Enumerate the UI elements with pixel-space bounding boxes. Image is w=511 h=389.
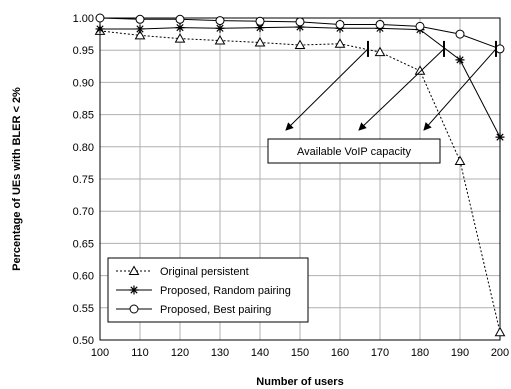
data-point bbox=[215, 23, 225, 33]
data-point bbox=[95, 13, 105, 23]
y-axis-ticks: 0.50 0.55 0.60 0.65 0.70 0.75 0.80 0.85 0.90 0.95… bbox=[73, 13, 94, 347]
data-point bbox=[455, 55, 465, 65]
data-point bbox=[95, 24, 105, 34]
data-point bbox=[295, 17, 305, 27]
y-tick-label: 0.70 bbox=[73, 206, 94, 218]
data-point bbox=[414, 65, 426, 75]
data-point bbox=[175, 23, 185, 33]
data-point bbox=[255, 16, 265, 26]
data-point bbox=[135, 14, 145, 24]
data-point bbox=[255, 23, 265, 33]
data-point bbox=[135, 24, 145, 34]
data-point bbox=[175, 14, 185, 24]
annotation-layer: Available VoIP capacity bbox=[267, 40, 497, 164]
y-tick-label: 0.85 bbox=[73, 110, 94, 122]
data-point bbox=[334, 38, 346, 48]
data-point bbox=[495, 132, 505, 142]
capacity-arrow bbox=[285, 48, 369, 131]
data-point bbox=[494, 326, 506, 337]
legend-item: Original persistent bbox=[116, 265, 249, 278]
y-tick-label: 0.60 bbox=[73, 271, 94, 283]
series-1 bbox=[94, 25, 506, 337]
x-tick-label: 200 bbox=[491, 347, 509, 359]
legend-swatch-marker bbox=[129, 304, 139, 314]
legend-swatch-marker bbox=[128, 265, 140, 275]
x-axis-label: Number of users bbox=[256, 376, 343, 388]
data-point bbox=[454, 155, 466, 165]
x-tick-label: 160 bbox=[331, 347, 349, 359]
capacity-arrow bbox=[423, 48, 497, 131]
legend-item: Proposed, Random pairing bbox=[116, 285, 291, 297]
series-3 bbox=[95, 13, 505, 54]
legend-label: Proposed, Best pairing bbox=[160, 304, 271, 316]
y-tick-label: 0.50 bbox=[73, 335, 94, 347]
y-axis-label: Percentage of UEs with BLER < 2% bbox=[11, 87, 23, 271]
data-point bbox=[254, 36, 266, 47]
y-tick-label: 0.80 bbox=[73, 142, 94, 154]
x-axis-ticks: 100 110 120 130 140 150 160 170 180 190 200 bbox=[91, 347, 509, 359]
x-tick-label: 180 bbox=[411, 347, 429, 359]
x-tick-label: 130 bbox=[211, 347, 229, 359]
data-point bbox=[294, 39, 306, 50]
y-tick-label: 1.00 bbox=[73, 13, 94, 25]
y-tick-label: 0.55 bbox=[73, 303, 94, 315]
y-tick-label: 0.90 bbox=[73, 77, 94, 89]
data-point bbox=[415, 21, 425, 31]
x-tick-label: 190 bbox=[451, 347, 469, 359]
data-point bbox=[374, 46, 386, 57]
data-point bbox=[214, 35, 226, 45]
x-tick-label: 170 bbox=[371, 347, 389, 359]
legend-label: Proposed, Random pairing bbox=[160, 285, 291, 297]
legend: Original persistent Proposed, Random pair… bbox=[107, 257, 309, 323]
x-tick-label: 120 bbox=[171, 347, 189, 359]
capacity-arrow bbox=[358, 48, 445, 131]
legend-swatch-marker bbox=[129, 285, 139, 295]
data-point bbox=[375, 19, 385, 29]
data-point bbox=[335, 19, 345, 29]
data-point bbox=[134, 29, 146, 40]
annotation-label: Available VoIP capacity bbox=[297, 146, 411, 158]
x-tick-label: 110 bbox=[131, 347, 149, 359]
x-tick-label: 100 bbox=[91, 347, 109, 359]
y-tick-label: 0.95 bbox=[73, 45, 94, 57]
y-tick-label: 0.65 bbox=[73, 238, 94, 250]
y-tick-label: 0.75 bbox=[73, 174, 94, 186]
annotation-box bbox=[267, 138, 441, 164]
data-point bbox=[495, 44, 505, 54]
data-point bbox=[215, 16, 225, 26]
series-layer bbox=[94, 13, 506, 337]
x-tick-label: 140 bbox=[251, 347, 269, 359]
legend-label: Original persistent bbox=[160, 266, 249, 278]
legend-item: Proposed, Best pairing bbox=[116, 304, 271, 316]
data-point bbox=[174, 33, 186, 43]
data-point bbox=[455, 29, 465, 39]
data-point bbox=[295, 22, 305, 32]
x-tick-label: 150 bbox=[291, 347, 309, 359]
